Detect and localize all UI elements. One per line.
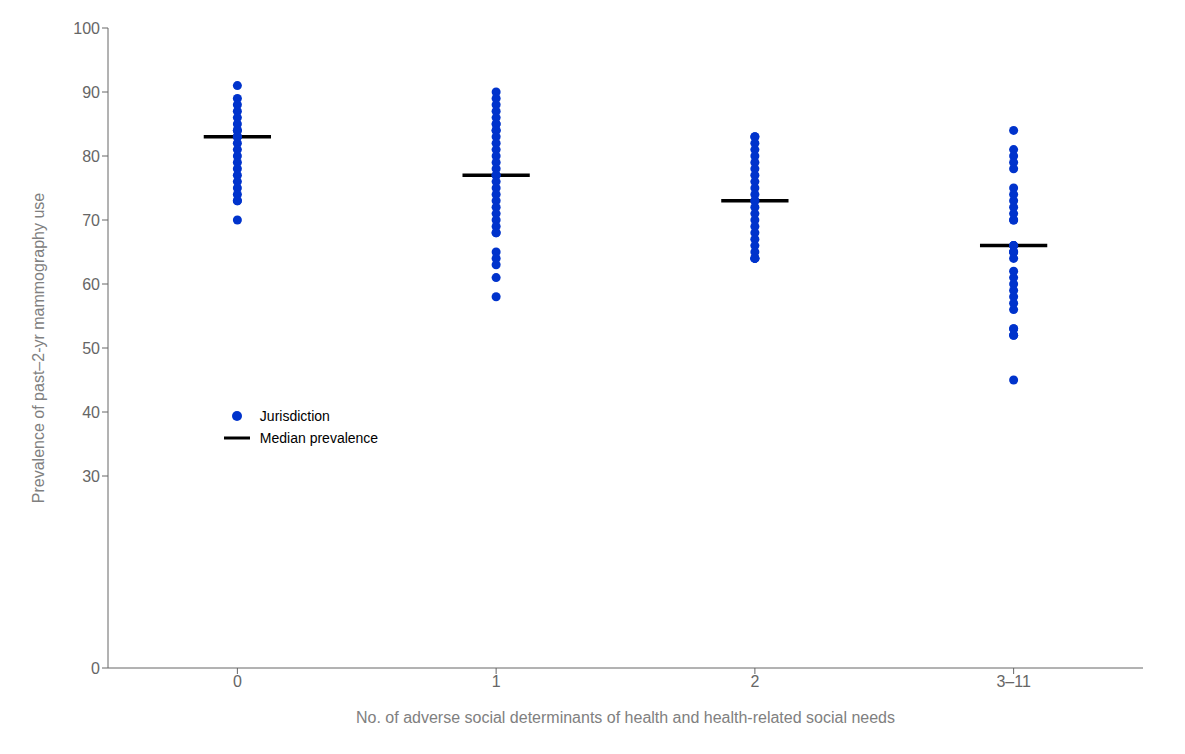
svg-text:60: 60 xyxy=(82,276,100,293)
html-text:Median prevalence: Median prevalence xyxy=(259,430,379,446)
svg-text:50: 50 xyxy=(82,340,100,357)
svg-text:1: 1 xyxy=(492,673,501,690)
svg-text:30: 30 xyxy=(82,468,100,485)
svg-text:0: 0 xyxy=(233,673,242,690)
html-text:Jurisdiction: Jurisdiction xyxy=(259,408,330,424)
svg-text:70: 70 xyxy=(82,212,100,229)
svg-text:2: 2 xyxy=(750,673,759,690)
svg-text:3–11: 3–11 xyxy=(996,673,1031,690)
svg-text:80: 80 xyxy=(82,148,100,165)
svg-text:100: 100 xyxy=(73,20,100,37)
svg-text:No. of adverse social determin: No. of adverse social determinants of he… xyxy=(356,709,895,726)
svg-text:90: 90 xyxy=(82,84,100,101)
svg-text:Prevalence of past–2-yr mammog: Prevalence of past–2-yr mammography use xyxy=(30,193,47,503)
svg-text:40: 40 xyxy=(82,404,100,421)
svg-text:0: 0 xyxy=(91,660,100,677)
